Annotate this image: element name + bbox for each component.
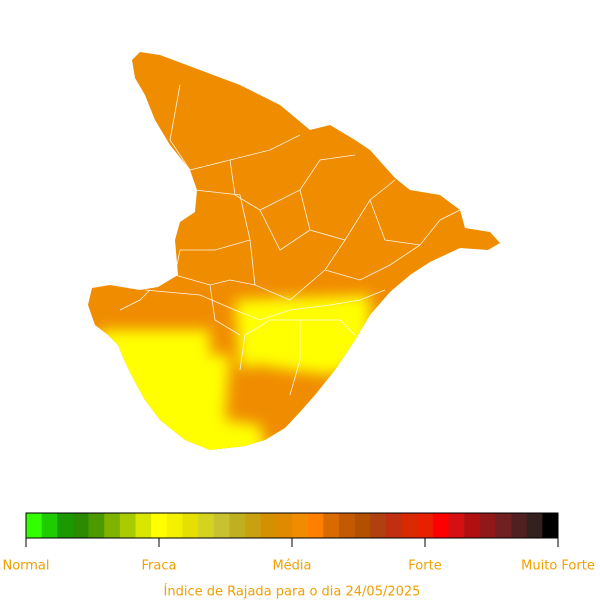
colorbar-segment (151, 513, 168, 538)
colorbar-segment (479, 513, 496, 538)
colorbar-segment (41, 513, 58, 538)
map (88, 52, 500, 450)
colorbar-segment (354, 513, 371, 538)
colorbar-segment (182, 513, 199, 538)
colorbar-segment (57, 513, 74, 538)
colorbar-segment (135, 513, 152, 538)
colorbar-segment (104, 513, 121, 538)
colorbar-label: Fraca (142, 559, 177, 574)
colorbar-segment (526, 513, 543, 538)
colorbar-segment (542, 513, 559, 538)
colorbar-segment (495, 513, 512, 538)
colorbar-label: Média (272, 559, 311, 574)
colorbar-segment (260, 513, 277, 538)
colorbar-segment (417, 513, 434, 538)
colorbar-segment (370, 513, 387, 538)
colorbar-segment (276, 513, 293, 538)
colorbar-label: Normal (2, 559, 49, 574)
colorbar-segment (198, 513, 215, 538)
colorbar-segment (448, 513, 465, 538)
colorbar-segment (401, 513, 418, 538)
colorbar-segment (464, 513, 481, 538)
colorbar-segment (166, 513, 183, 538)
caption: Índice de Rajada para o dia 24/05/2025 (164, 584, 421, 600)
colorbar-segment (338, 513, 355, 538)
colorbar-segment (72, 513, 89, 538)
colorbar-label: Forte (408, 559, 441, 574)
colorbar-segment (213, 513, 230, 538)
colorbar-segment (307, 513, 324, 538)
colorbar-segment (385, 513, 402, 538)
colorbar-segment (245, 513, 262, 538)
colorbar-segment (26, 513, 42, 538)
colorbar-segment (323, 513, 340, 538)
colorbar-segment (292, 513, 308, 538)
colorbar-label: Muito Forte (521, 559, 595, 574)
colorbar-segment (88, 513, 105, 538)
colorbar-segment (511, 513, 528, 538)
colorbar-segment (119, 513, 136, 538)
colorbar-segment (229, 513, 246, 538)
colorbar: Normal Fraca Média Forte Muito Forte (2, 512, 595, 574)
colorbar-segment (432, 513, 449, 538)
